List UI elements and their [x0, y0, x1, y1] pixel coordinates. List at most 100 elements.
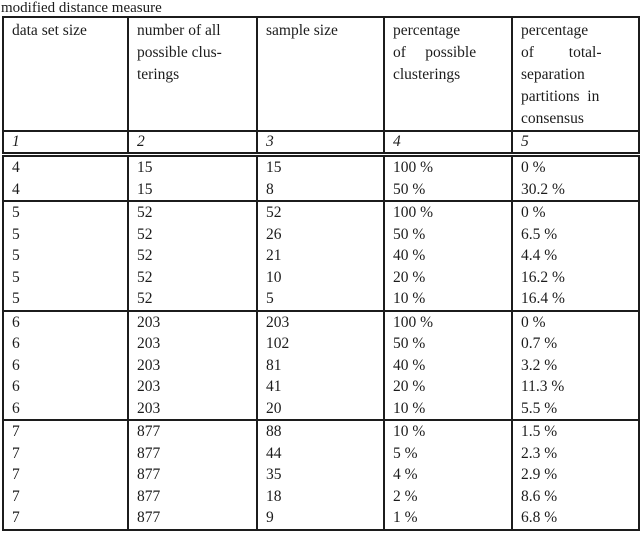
- table-cell: 4 %: [383, 464, 513, 486]
- header-sample-size: sample size: [256, 16, 385, 132]
- table-cell: 6: [2, 397, 129, 420]
- table-row: 6 203 203 100 % 0 %: [2, 309, 640, 333]
- table-cell: 5.5 %: [511, 397, 640, 420]
- table-cell: 203: [127, 333, 258, 355]
- table-cell: 877: [127, 507, 258, 531]
- table-row: 6 203 20 10 % 5.5 %: [2, 397, 640, 420]
- table-cell: 7: [2, 464, 129, 486]
- table-cell: 11.3 %: [511, 376, 640, 398]
- table-cell: 7: [2, 442, 129, 464]
- table-cell: 5: [2, 266, 129, 288]
- table-cell: 102: [256, 333, 385, 355]
- table-cell: 5: [2, 200, 129, 224]
- table-cell: 30.2 %: [511, 178, 640, 201]
- table-cell: 52: [127, 200, 258, 224]
- table-cell: 16.2 %: [511, 266, 640, 288]
- table-cell: 88: [256, 419, 385, 443]
- header-percentage-possible: percentage of possible clusterings: [383, 16, 513, 132]
- table-cell: 877: [127, 464, 258, 486]
- table-cell: 6: [2, 354, 129, 376]
- column-number-row: 1 2 3 4 5: [2, 131, 640, 157]
- table-cell: 50 %: [383, 223, 513, 245]
- table-row: 4 15 8 50 % 30.2 %: [2, 178, 640, 201]
- table-cell: 52: [127, 266, 258, 288]
- table-cell: 8.6 %: [511, 485, 640, 507]
- table-cell: 7: [2, 485, 129, 507]
- table-row: 5 52 5 10 % 16.4 %: [2, 288, 640, 311]
- table-cell: 40 %: [383, 245, 513, 267]
- table-cell: 0.7 %: [511, 333, 640, 355]
- table-cell: 877: [127, 419, 258, 443]
- table-cell: 5: [2, 223, 129, 245]
- table-cell: 5: [2, 245, 129, 267]
- table-cell: 50 %: [383, 178, 513, 201]
- table-cell: 6: [2, 376, 129, 398]
- table-caption: modified distance measure: [1, 0, 162, 16]
- header-data-set-size: data set size: [2, 16, 129, 132]
- table-cell: 5: [2, 288, 129, 311]
- table-cell: 6.8 %: [511, 507, 640, 531]
- table-cell: 203: [256, 309, 385, 333]
- table-cell: 5: [256, 288, 385, 311]
- header-row: data set size number of all possible clu…: [2, 16, 640, 132]
- table-row: 5 52 10 20 % 16.2 %: [2, 266, 640, 288]
- table-cell: 21: [256, 245, 385, 267]
- table-cell: 26: [256, 223, 385, 245]
- table-row: 7 877 9 1 % 6.8 %: [2, 507, 640, 531]
- table-cell: 4: [2, 154, 129, 179]
- table-cell: 203: [127, 309, 258, 333]
- table-cell: 20 %: [383, 376, 513, 398]
- column-number-1: 1: [2, 131, 129, 157]
- table-cell: 15: [127, 178, 258, 201]
- table-cell: 203: [127, 397, 258, 420]
- table-cell: 4.4 %: [511, 245, 640, 267]
- table-cell: 18: [256, 485, 385, 507]
- table-cell: 7: [2, 419, 129, 443]
- table-cell: 6: [2, 333, 129, 355]
- table-cell: 1.5 %: [511, 419, 640, 443]
- table-cell: 10 %: [383, 397, 513, 420]
- table-cell: 20 %: [383, 266, 513, 288]
- results-table: data set size number of all possible clu…: [2, 16, 640, 531]
- table-cell: 8: [256, 178, 385, 201]
- table-row: 6 203 102 50 % 0.7 %: [2, 333, 640, 355]
- table-cell: 0 %: [511, 200, 640, 224]
- table-cell: 20: [256, 397, 385, 420]
- table-cell: 203: [127, 376, 258, 398]
- table-cell: 2 %: [383, 485, 513, 507]
- table-cell: 6.5 %: [511, 223, 640, 245]
- table-cell: 877: [127, 442, 258, 464]
- table-cell: 1 %: [383, 507, 513, 531]
- column-number-5: 5: [511, 131, 640, 157]
- table-row: 6 203 41 20 % 11.3 %: [2, 376, 640, 398]
- table-row: 6 203 81 40 % 3.2 %: [2, 354, 640, 376]
- table-row: 5 52 21 40 % 4.4 %: [2, 245, 640, 267]
- table-cell: 0 %: [511, 154, 640, 179]
- table-body: 4 15 15 100 % 0 % 4 15 8 50 % 30.2 % 5 52 52 100 % 0 %…: [2, 154, 640, 531]
- table-cell: 52: [127, 288, 258, 311]
- column-number-2: 2: [127, 131, 258, 157]
- table-cell: 10: [256, 266, 385, 288]
- table-row: 5 52 26 50 % 6.5 %: [2, 223, 640, 245]
- table-cell: 6: [2, 309, 129, 333]
- table-cell: 52: [256, 200, 385, 224]
- table-row: 5 52 52 100 % 0 %: [2, 200, 640, 224]
- table-cell: 100 %: [383, 154, 513, 179]
- table-cell: 81: [256, 354, 385, 376]
- table-cell: 0 %: [511, 309, 640, 333]
- table-cell: 15: [256, 154, 385, 179]
- table-row: 7 877 44 5 % 2.3 %: [2, 442, 640, 464]
- table-cell: 203: [127, 354, 258, 376]
- table-cell: 41: [256, 376, 385, 398]
- table-row: 7 877 88 10 % 1.5 %: [2, 419, 640, 443]
- table-cell: 40 %: [383, 354, 513, 376]
- column-number-3: 3: [256, 131, 385, 157]
- table-cell: 16.4 %: [511, 288, 640, 311]
- table-cell: 877: [127, 485, 258, 507]
- table-cell: 44: [256, 442, 385, 464]
- table-row: 7 877 18 2 % 8.6 %: [2, 485, 640, 507]
- column-number-4: 4: [383, 131, 513, 157]
- table-row: 4 15 15 100 % 0 %: [2, 154, 640, 179]
- header-number-of-clusterings: number of all possible clus- terings: [127, 16, 258, 132]
